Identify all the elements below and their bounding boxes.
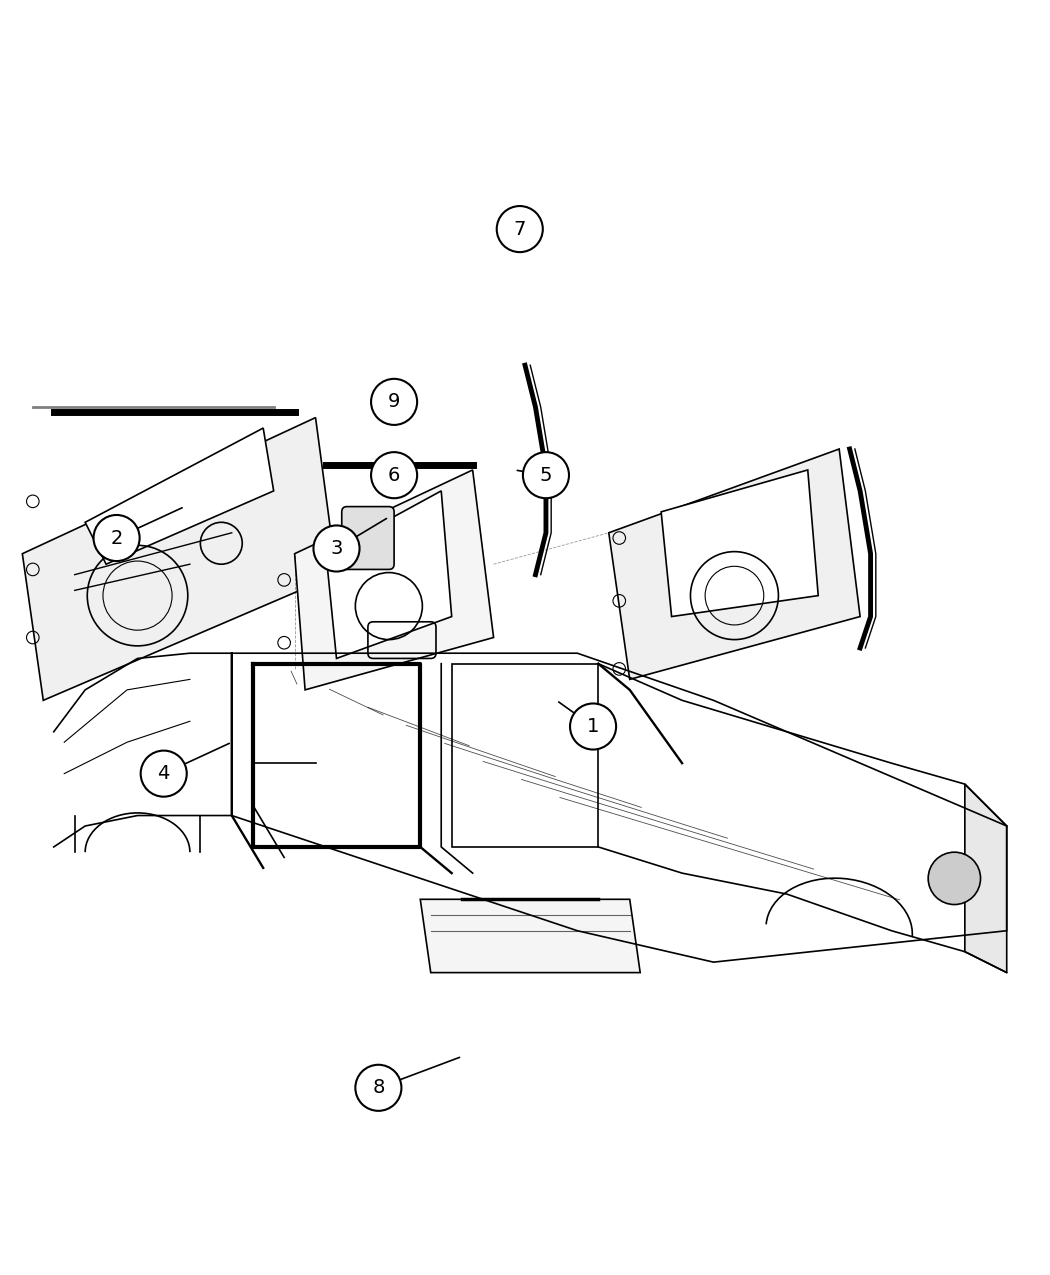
Circle shape (371, 453, 417, 499)
Circle shape (355, 1065, 401, 1111)
Polygon shape (295, 470, 493, 690)
Text: 6: 6 (387, 465, 400, 484)
Polygon shape (965, 784, 1007, 973)
Circle shape (570, 704, 616, 750)
Polygon shape (662, 470, 818, 617)
Circle shape (141, 751, 187, 797)
Polygon shape (22, 418, 336, 700)
Text: 5: 5 (540, 465, 552, 484)
Circle shape (93, 515, 140, 561)
Text: 9: 9 (387, 393, 400, 412)
Polygon shape (609, 449, 860, 680)
Polygon shape (327, 491, 452, 658)
Text: 4: 4 (158, 764, 170, 783)
Circle shape (928, 852, 981, 904)
Circle shape (314, 525, 359, 571)
Circle shape (375, 462, 402, 488)
Circle shape (497, 207, 543, 252)
Text: 3: 3 (331, 539, 342, 558)
Polygon shape (420, 899, 640, 973)
Text: 8: 8 (372, 1079, 384, 1098)
Text: 1: 1 (587, 717, 600, 736)
Circle shape (523, 453, 569, 499)
Polygon shape (85, 428, 274, 565)
Text: 2: 2 (110, 529, 123, 547)
FancyBboxPatch shape (341, 506, 394, 570)
Text: 7: 7 (513, 219, 526, 238)
Circle shape (371, 379, 417, 425)
